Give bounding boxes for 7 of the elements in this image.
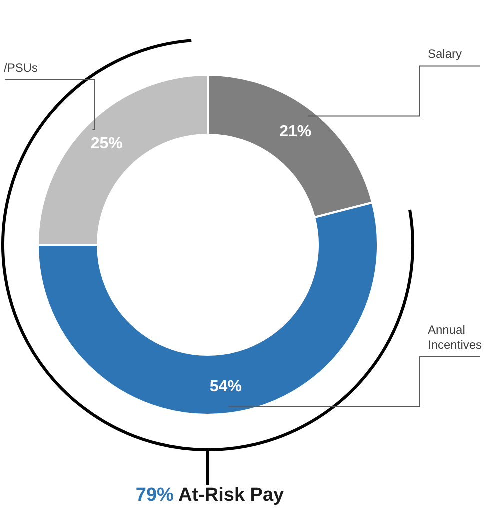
text: 79% At-Risk Pay (134, 485, 286, 507)
slice-label: Salary (428, 46, 464, 62)
data-label: 25% (90, 135, 123, 152)
slice-label: Annual Incentives (428, 322, 484, 353)
slice-label: /PSUs (4, 60, 40, 76)
data-label: 21% (280, 124, 312, 141)
data-label: 54% (210, 378, 242, 396)
